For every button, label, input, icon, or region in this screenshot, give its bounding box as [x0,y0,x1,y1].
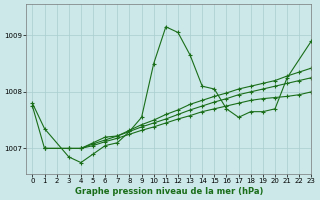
X-axis label: Graphe pression niveau de la mer (hPa): Graphe pression niveau de la mer (hPa) [75,187,263,196]
